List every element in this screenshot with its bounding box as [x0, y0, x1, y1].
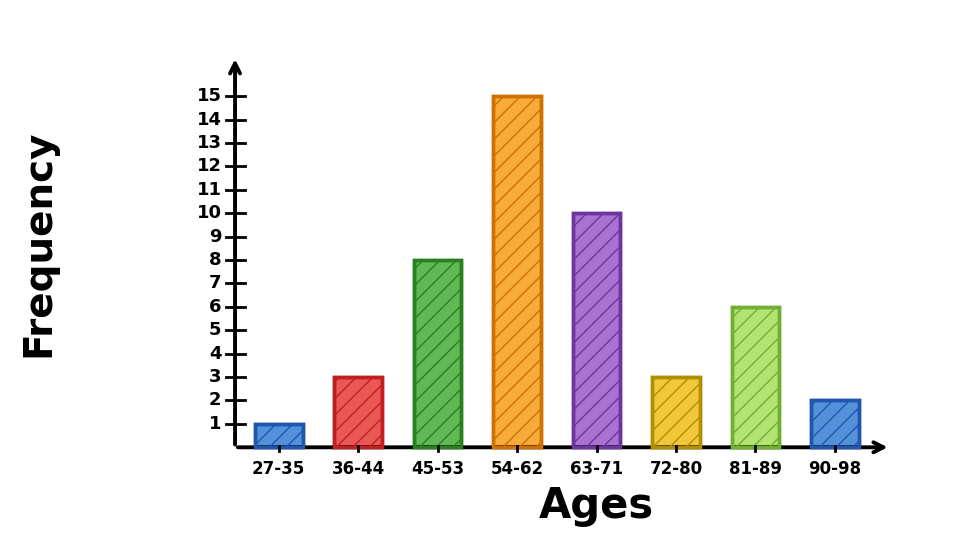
Bar	[255, 424, 302, 447]
Text: 8: 8	[209, 251, 222, 269]
Text: 15: 15	[197, 87, 222, 105]
Bar	[732, 307, 780, 447]
Text: 3: 3	[209, 368, 222, 386]
Text: 90-98: 90-98	[808, 460, 861, 478]
Text: 12: 12	[197, 157, 222, 176]
Bar	[255, 424, 302, 447]
Text: 14: 14	[197, 111, 222, 129]
Bar	[652, 377, 700, 447]
Text: 13: 13	[197, 134, 222, 152]
Bar	[573, 213, 620, 447]
Bar	[334, 377, 382, 447]
Text: 81-89: 81-89	[729, 460, 782, 478]
Bar	[414, 260, 462, 447]
Text: 10: 10	[197, 204, 222, 222]
Text: 7: 7	[209, 274, 222, 293]
Bar	[811, 401, 858, 447]
Text: Ages: Ages	[539, 485, 654, 526]
Text: 1: 1	[209, 415, 222, 433]
Text: 4: 4	[209, 345, 222, 363]
Bar	[573, 213, 620, 447]
Bar	[493, 96, 540, 447]
Text: 6: 6	[209, 298, 222, 316]
Bar	[652, 377, 700, 447]
Bar	[493, 96, 540, 447]
Text: 54-62: 54-62	[491, 460, 543, 478]
Text: 27-35: 27-35	[252, 460, 305, 478]
Text: Frequency: Frequency	[19, 129, 58, 357]
Text: 63-71: 63-71	[570, 460, 623, 478]
Text: 45-53: 45-53	[411, 460, 465, 478]
Text: 9: 9	[209, 227, 222, 246]
Text: 72-80: 72-80	[649, 460, 703, 478]
Text: 5: 5	[209, 321, 222, 339]
Bar	[414, 260, 462, 447]
Bar	[811, 401, 858, 447]
Text: 36-44: 36-44	[331, 460, 385, 478]
Text: 2: 2	[209, 392, 222, 409]
Bar	[334, 377, 382, 447]
Bar	[732, 307, 780, 447]
Text: 11: 11	[197, 181, 222, 199]
